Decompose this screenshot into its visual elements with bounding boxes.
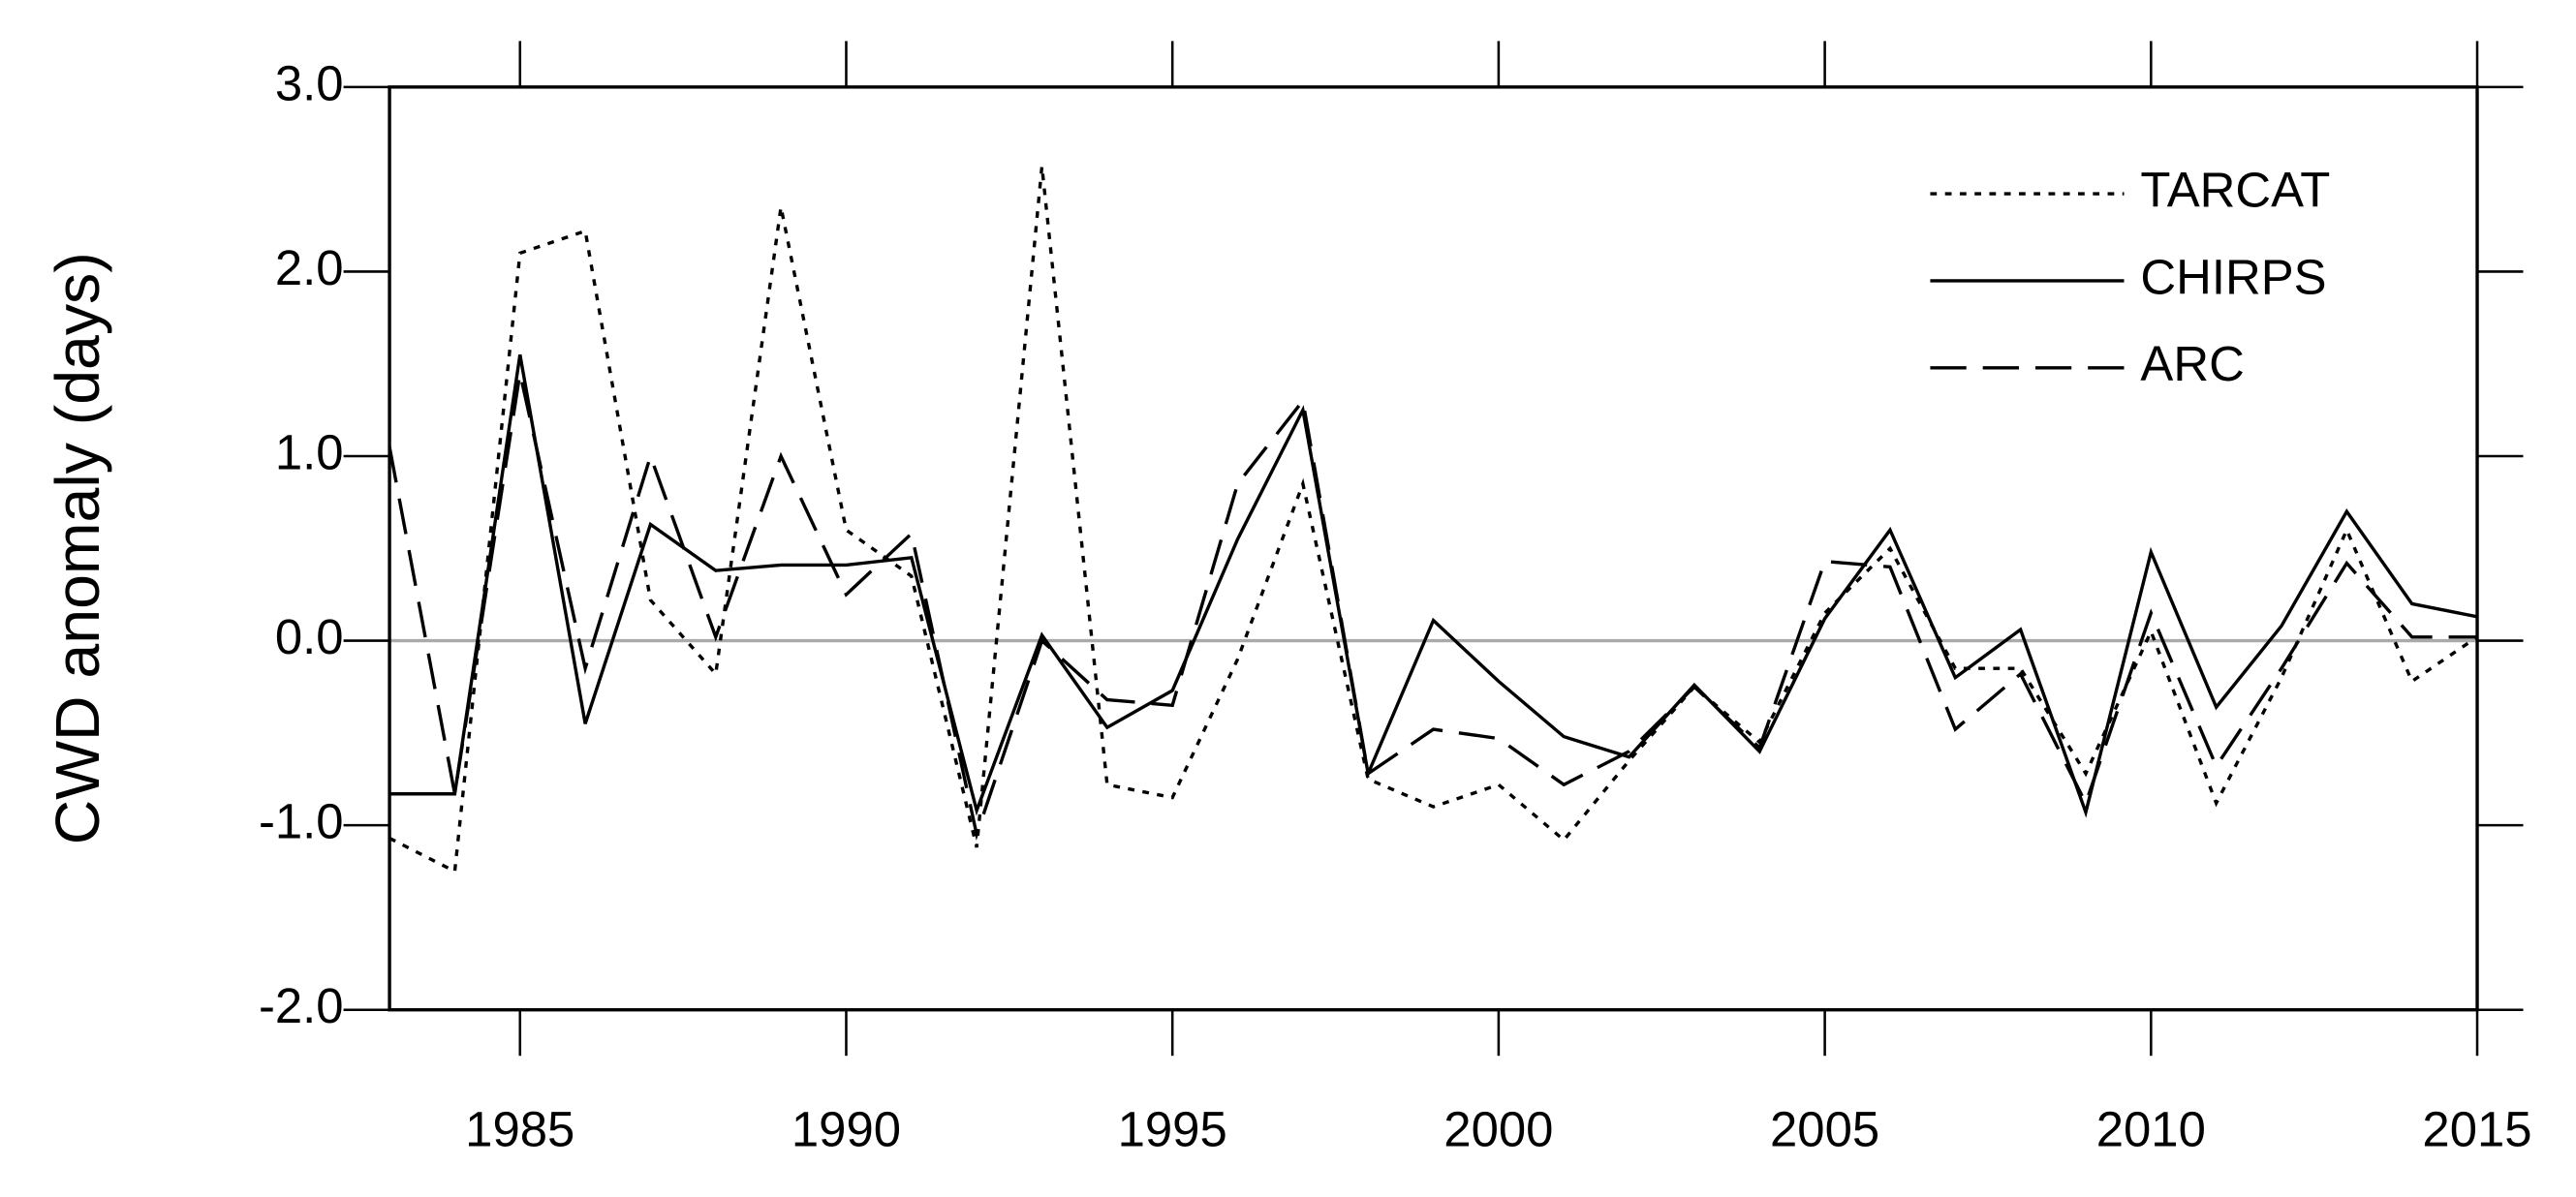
y-tick-label: -2.0 bbox=[259, 978, 344, 1033]
y-tick-label: 3.0 bbox=[275, 55, 344, 110]
x-tick-label: 1990 bbox=[791, 1101, 901, 1156]
plot-frame bbox=[388, 85, 2479, 1012]
x-tick-label: 2010 bbox=[2096, 1101, 2206, 1156]
series-line bbox=[388, 372, 2478, 842]
series-line bbox=[389, 353, 2478, 818]
legend-label: CHIRPS bbox=[2140, 249, 2326, 304]
legend-label: TARCAT bbox=[2140, 163, 2330, 218]
x-tick-label: 2005 bbox=[1770, 1101, 1879, 1156]
x-tick-label: 2015 bbox=[2422, 1101, 2531, 1156]
y-tick-label: 2.0 bbox=[275, 240, 344, 295]
x-tick-label: 1995 bbox=[1118, 1101, 1227, 1156]
y-tick-label: -1.0 bbox=[259, 794, 344, 849]
legend-label: ARC bbox=[2140, 336, 2244, 391]
y-tick-label: 0.0 bbox=[275, 609, 344, 664]
x-tick-label: 2000 bbox=[1443, 1101, 1553, 1156]
x-tick-label: 1985 bbox=[465, 1101, 574, 1156]
y-axis-label: CWD anomaly (days) bbox=[43, 252, 112, 844]
y-tick-label: 1.0 bbox=[275, 424, 344, 479]
